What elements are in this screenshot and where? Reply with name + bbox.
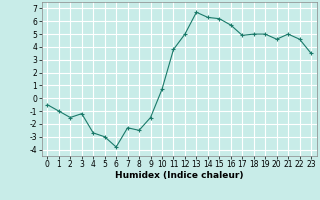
X-axis label: Humidex (Indice chaleur): Humidex (Indice chaleur) xyxy=(115,171,244,180)
